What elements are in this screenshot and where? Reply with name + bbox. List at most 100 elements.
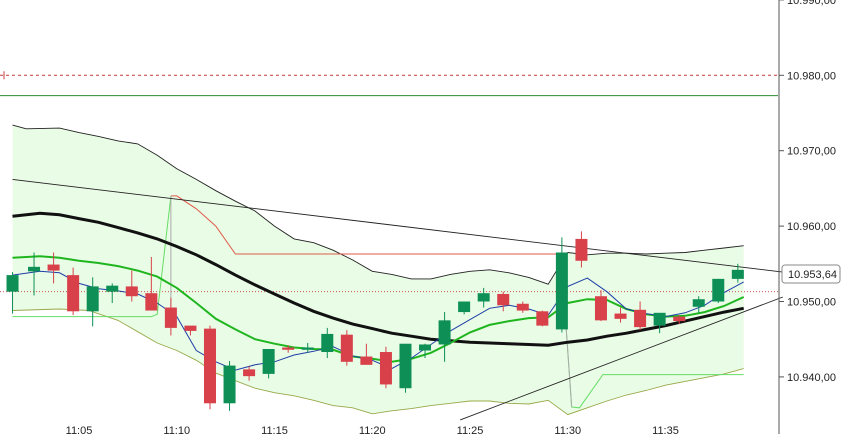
candle-body bbox=[203, 328, 216, 404]
candle bbox=[458, 301, 471, 315]
candle-body bbox=[67, 275, 80, 312]
candle-body bbox=[125, 286, 138, 297]
candle-body bbox=[536, 311, 549, 326]
candle bbox=[47, 252, 60, 284]
candle-body bbox=[555, 252, 568, 330]
candle bbox=[477, 287, 490, 308]
x-tick-label: 11:20 bbox=[359, 425, 386, 434]
y-tick-label: 10.940,00 bbox=[787, 372, 836, 384]
candle bbox=[67, 267, 80, 316]
candle-body bbox=[497, 293, 510, 306]
candle bbox=[653, 312, 666, 334]
candle bbox=[516, 301, 529, 313]
bollinger-band-fill bbox=[12, 125, 744, 415]
candle bbox=[634, 301, 647, 331]
candle bbox=[28, 252, 41, 296]
candle-body bbox=[379, 352, 392, 385]
x-tick-label: 11:10 bbox=[163, 425, 190, 434]
candle-body bbox=[399, 343, 412, 389]
candle-body bbox=[360, 356, 373, 365]
candle-body bbox=[594, 296, 607, 321]
x-tick-label: 11:05 bbox=[66, 425, 93, 434]
candle bbox=[243, 366, 256, 381]
candle bbox=[106, 283, 119, 304]
candles-layer bbox=[6, 231, 744, 411]
candle bbox=[262, 349, 275, 379]
candle-body bbox=[6, 275, 19, 292]
candle bbox=[145, 257, 158, 311]
candle-body bbox=[653, 312, 666, 326]
x-tick-label: 11:35 bbox=[652, 425, 679, 434]
candle-body bbox=[731, 269, 744, 279]
candle-body bbox=[262, 349, 275, 374]
candle bbox=[419, 343, 432, 359]
candle bbox=[692, 296, 705, 313]
candle-body bbox=[321, 333, 334, 353]
candle bbox=[164, 297, 177, 336]
candle bbox=[555, 237, 568, 333]
candle-body bbox=[575, 238, 588, 261]
candle bbox=[321, 327, 334, 359]
trend-line-down bbox=[12, 178, 783, 273]
candle bbox=[731, 263, 744, 283]
candle-body bbox=[614, 313, 627, 319]
candle-body bbox=[673, 316, 686, 322]
x-tick-label: 11:25 bbox=[457, 425, 484, 434]
band-lower-line bbox=[12, 308, 744, 416]
candle bbox=[125, 270, 138, 302]
candle bbox=[301, 342, 314, 353]
candle-body bbox=[243, 369, 256, 377]
candle bbox=[360, 343, 373, 365]
x-tick-label: 11:30 bbox=[554, 425, 581, 434]
candle-body bbox=[28, 266, 41, 272]
y-tick-label: 10.980,00 bbox=[787, 70, 836, 82]
candle-body bbox=[106, 285, 119, 292]
candle-body bbox=[301, 347, 314, 350]
candle-body bbox=[477, 293, 490, 302]
trend-line-up bbox=[460, 296, 783, 421]
candle bbox=[673, 315, 686, 325]
candle bbox=[536, 310, 549, 327]
candle-body bbox=[164, 307, 177, 328]
candle bbox=[86, 277, 99, 327]
candle bbox=[340, 330, 353, 366]
candle-body bbox=[86, 286, 99, 312]
candle-body bbox=[145, 293, 158, 311]
candle bbox=[282, 345, 295, 353]
candle-body bbox=[458, 301, 471, 313]
candle-body bbox=[516, 303, 529, 311]
candle bbox=[203, 325, 216, 410]
support-line bbox=[12, 195, 172, 318]
y-tick-label: 10.950,00 bbox=[787, 297, 836, 309]
candle bbox=[497, 291, 510, 312]
candle bbox=[223, 361, 236, 411]
moving-average-slow bbox=[12, 211, 744, 347]
candle bbox=[614, 307, 627, 323]
last-price-box bbox=[781, 264, 841, 284]
candle bbox=[184, 325, 197, 336]
y-tick-label: 10.990,00 bbox=[787, 0, 836, 7]
candle-body bbox=[223, 365, 236, 404]
candle-body bbox=[438, 320, 451, 345]
band-layer bbox=[12, 125, 744, 415]
candle bbox=[594, 290, 607, 322]
candle-body bbox=[47, 264, 60, 271]
candle bbox=[575, 231, 588, 268]
y-tick-label: 10.960,00 bbox=[787, 221, 836, 233]
candle-body bbox=[282, 347, 295, 350]
last-price-label: 10.953,64 bbox=[788, 269, 837, 281]
x-tick-label: 11:15 bbox=[261, 425, 288, 434]
candle bbox=[6, 272, 19, 314]
candle-body bbox=[419, 344, 432, 351]
y-tick-label: 10.970,00 bbox=[787, 146, 836, 158]
candle bbox=[379, 346, 392, 389]
candle bbox=[712, 278, 725, 304]
candle-body bbox=[634, 309, 647, 328]
candle-body bbox=[692, 299, 705, 307]
candle bbox=[399, 343, 412, 393]
candle-body bbox=[340, 334, 353, 362]
candle-body bbox=[712, 278, 725, 302]
candle bbox=[438, 312, 451, 362]
candle-body bbox=[184, 325, 197, 331]
